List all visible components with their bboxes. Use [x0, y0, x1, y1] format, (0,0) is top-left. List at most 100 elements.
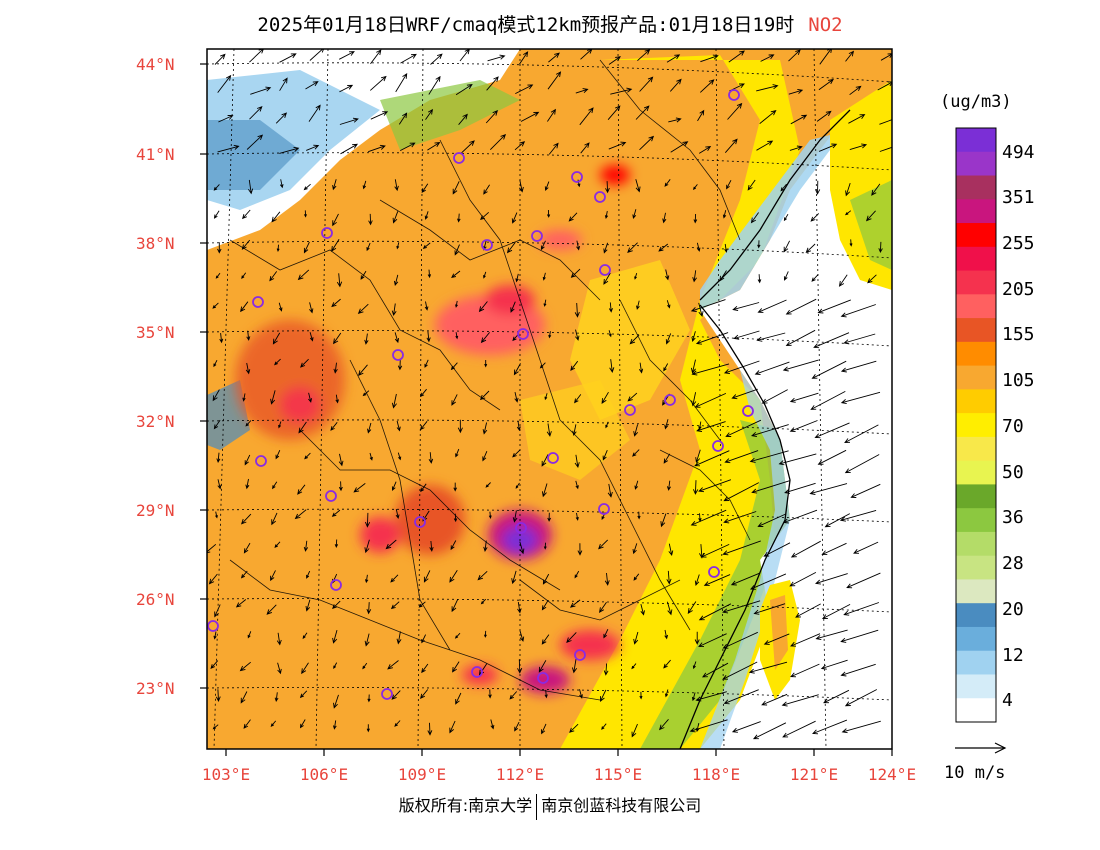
pollutant-label: NO2: [808, 14, 843, 36]
wind-arrow: [782, 509, 818, 524]
colorbar-swatch: [956, 531, 996, 557]
city-marker: [321, 227, 333, 239]
wind-arrow: [427, 269, 432, 279]
wind-arrow: [509, 691, 518, 700]
wind-arrow: [790, 633, 821, 647]
wind-arrow: [694, 392, 727, 408]
wind-arrow: [664, 689, 669, 698]
wind-arrow: [665, 269, 670, 281]
wind-arrow: [693, 213, 698, 224]
colorbar-frame: [955, 127, 997, 723]
wind-arrow: [605, 181, 610, 194]
wind-arrow: [577, 543, 583, 556]
wind-arrow: [694, 450, 730, 467]
wind-arrow: [249, 106, 263, 120]
lon-label-103: 103°E: [201, 765, 251, 784]
wind-arrow: [455, 84, 473, 96]
wind-arrow: [299, 690, 308, 699]
wind-arrow: [391, 303, 397, 317]
wind-arrow: [698, 302, 704, 317]
hotspot-central-core: [485, 285, 535, 315]
wind-arrow: [517, 659, 523, 674]
wind-arrow: [453, 482, 458, 492]
wind-arrow: [276, 244, 280, 252]
wind-arrow: [360, 270, 367, 280]
wind-arrow: [547, 209, 551, 218]
wind-arrow: [541, 634, 550, 645]
city-marker: [594, 191, 606, 203]
wind-arrow: [217, 242, 222, 254]
wind-arrow: [691, 692, 696, 702]
wind-arrow: [608, 330, 612, 338]
wind-arrow: [244, 454, 251, 466]
wind-arrow: [218, 115, 234, 123]
taiwan-core: [770, 595, 788, 670]
wind-arrow: [866, 210, 876, 222]
colorbar-swatch: [956, 389, 996, 414]
wind-arrow: [451, 599, 459, 613]
wind-arrow: [604, 211, 609, 220]
wind-arrow: [370, 49, 382, 65]
wind-arrow: [844, 424, 879, 443]
colorbar-swatch: [956, 175, 996, 200]
wind-arrow: [213, 419, 221, 430]
wind-arrow: [392, 211, 399, 224]
wind-arrow: [782, 720, 816, 738]
wind-arrow: [457, 419, 463, 434]
wind-arrow: [248, 179, 254, 195]
wind-arrow: [399, 142, 416, 151]
wind-arrow: [391, 393, 397, 409]
city-marker: [531, 230, 543, 242]
wind-arrow: [484, 360, 488, 368]
wind-arrow: [428, 75, 441, 95]
wind-arrow: [364, 633, 370, 647]
wind-arrow: [692, 184, 698, 190]
wind-arrow: [510, 301, 516, 313]
wind-arrow: [719, 270, 727, 282]
wind-arrow: [391, 481, 397, 492]
colorbar-swatch: [956, 246, 996, 272]
colorbar-swatch: [956, 128, 996, 153]
wind-arrow: [488, 511, 492, 519]
wind-arrow: [662, 212, 667, 224]
wind-arrow: [730, 572, 761, 586]
wind-arrow: [659, 719, 669, 731]
wind-arrow: [811, 273, 819, 282]
wind-arrow: [572, 424, 577, 437]
wind-arrow: [303, 183, 311, 191]
wind-arrow: [454, 632, 461, 639]
wind-arrow: [419, 388, 427, 398]
city-marker: [255, 455, 267, 467]
wind-arrow: [266, 604, 277, 615]
wind-arrow: [698, 603, 732, 621]
wind-arrow: [358, 364, 368, 376]
wind-arrow: [728, 50, 745, 63]
wind-arrow: [809, 483, 848, 495]
colorbar-swatch: [956, 508, 996, 533]
wind-arrow: [608, 56, 621, 65]
wind-arrow: [691, 392, 697, 407]
wind-arrow: [548, 331, 552, 339]
wind-arrow: [331, 298, 341, 308]
colorbar-swatch: [956, 365, 996, 390]
wind-arrow: [219, 333, 224, 344]
colorbar-label-255: 255: [1002, 233, 1035, 254]
wind-arrow: [824, 513, 851, 528]
wind-arrow: [270, 390, 276, 405]
lon-label-109: 109°E: [397, 765, 447, 784]
wind-arrow: [668, 117, 682, 123]
wind-arrow: [210, 660, 219, 669]
wind-arrow: [756, 332, 786, 342]
wind-arrow: [425, 108, 433, 120]
wind-arrow: [547, 108, 556, 122]
wind-arrow: [543, 542, 547, 550]
wind-arrow: [694, 631, 700, 645]
wind-arrow: [632, 449, 640, 457]
wind-arrow: [639, 135, 655, 151]
wind-arrow: [723, 511, 757, 524]
wind-arrow: [214, 604, 221, 618]
wind-arrow: [601, 391, 609, 404]
wind-arrow: [627, 392, 638, 402]
wind-arrow: [598, 539, 609, 550]
